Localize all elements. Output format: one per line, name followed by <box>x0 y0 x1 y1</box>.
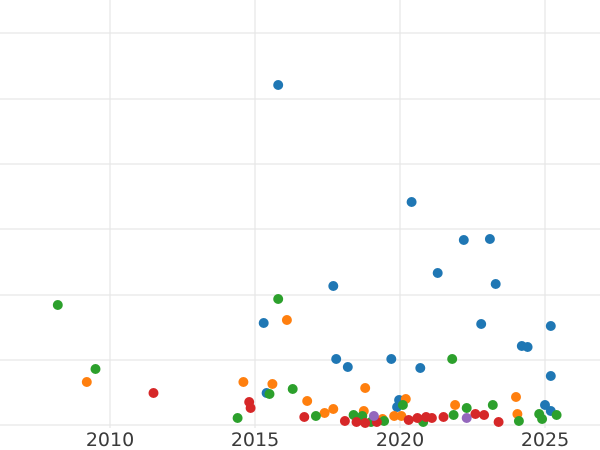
data-point-red <box>148 388 159 398</box>
data-point-red <box>360 418 371 428</box>
data-point-red <box>245 403 256 413</box>
data-point-blue <box>328 281 339 291</box>
data-point-orange <box>360 383 371 393</box>
data-point-orange <box>302 396 313 406</box>
data-point-blue <box>432 268 443 278</box>
data-point-green <box>90 364 101 374</box>
data-point-orange <box>511 392 521 402</box>
data-point-green <box>379 416 390 426</box>
data-point-red <box>339 416 350 426</box>
data-point-blue <box>386 354 397 364</box>
data-point-red <box>426 413 437 423</box>
data-point-green <box>310 411 321 421</box>
data-point-orange <box>281 315 292 325</box>
data-point-red <box>438 412 449 422</box>
data-point-green <box>273 294 284 304</box>
data-point-orange <box>238 377 249 387</box>
data-point-blue <box>545 321 556 331</box>
data-point-green <box>232 413 243 423</box>
data-point-blue <box>406 197 417 207</box>
data-point-green <box>287 384 298 394</box>
data-point-orange <box>267 379 278 389</box>
x-tick-label: 2020 <box>376 429 424 450</box>
data-point-green <box>487 400 498 410</box>
data-point-orange <box>396 411 407 421</box>
data-point-blue <box>415 363 426 373</box>
data-point-blue <box>331 354 342 364</box>
data-point-blue <box>458 235 469 245</box>
data-point-orange <box>450 400 461 410</box>
data-point-red <box>351 417 362 427</box>
data-point-green <box>513 416 524 426</box>
data-point-blue <box>484 234 495 244</box>
x-tick-label: 2025 <box>521 429 569 450</box>
data-point-red <box>299 412 310 422</box>
data-point-green <box>551 410 562 420</box>
data-point-red <box>470 409 481 419</box>
data-point-green <box>537 414 548 424</box>
data-point-red <box>479 410 490 420</box>
data-point-green <box>264 389 275 399</box>
data-point-blue <box>273 80 284 90</box>
data-point-blue <box>490 279 501 289</box>
data-point-red <box>403 415 414 425</box>
x-tick-label: 2015 <box>231 429 279 450</box>
data-point-orange <box>81 377 92 387</box>
data-point-orange <box>319 408 330 418</box>
data-point-blue <box>545 371 556 381</box>
x-tick-label: 2010 <box>86 429 134 450</box>
data-point-red <box>412 413 423 423</box>
vertical-gridlines <box>109 0 546 428</box>
data-point-purple <box>368 411 379 421</box>
data-point-green <box>52 300 63 310</box>
data-point-green <box>447 354 458 364</box>
data-point-orange <box>389 411 400 421</box>
data-points <box>52 80 562 428</box>
data-point-blue <box>258 318 269 328</box>
data-point-blue <box>342 362 353 372</box>
data-point-purple <box>461 413 472 423</box>
x-axis-tick-labels: 2010 2015 2020 2025 <box>86 429 569 450</box>
data-point-green <box>461 403 472 413</box>
data-point-orange <box>328 404 339 414</box>
data-point-blue <box>522 342 533 352</box>
data-point-red <box>493 417 504 427</box>
data-point-green <box>448 410 459 420</box>
data-point-green <box>397 400 408 410</box>
horizontal-gridlines <box>0 32 600 426</box>
data-point-blue <box>476 319 487 329</box>
